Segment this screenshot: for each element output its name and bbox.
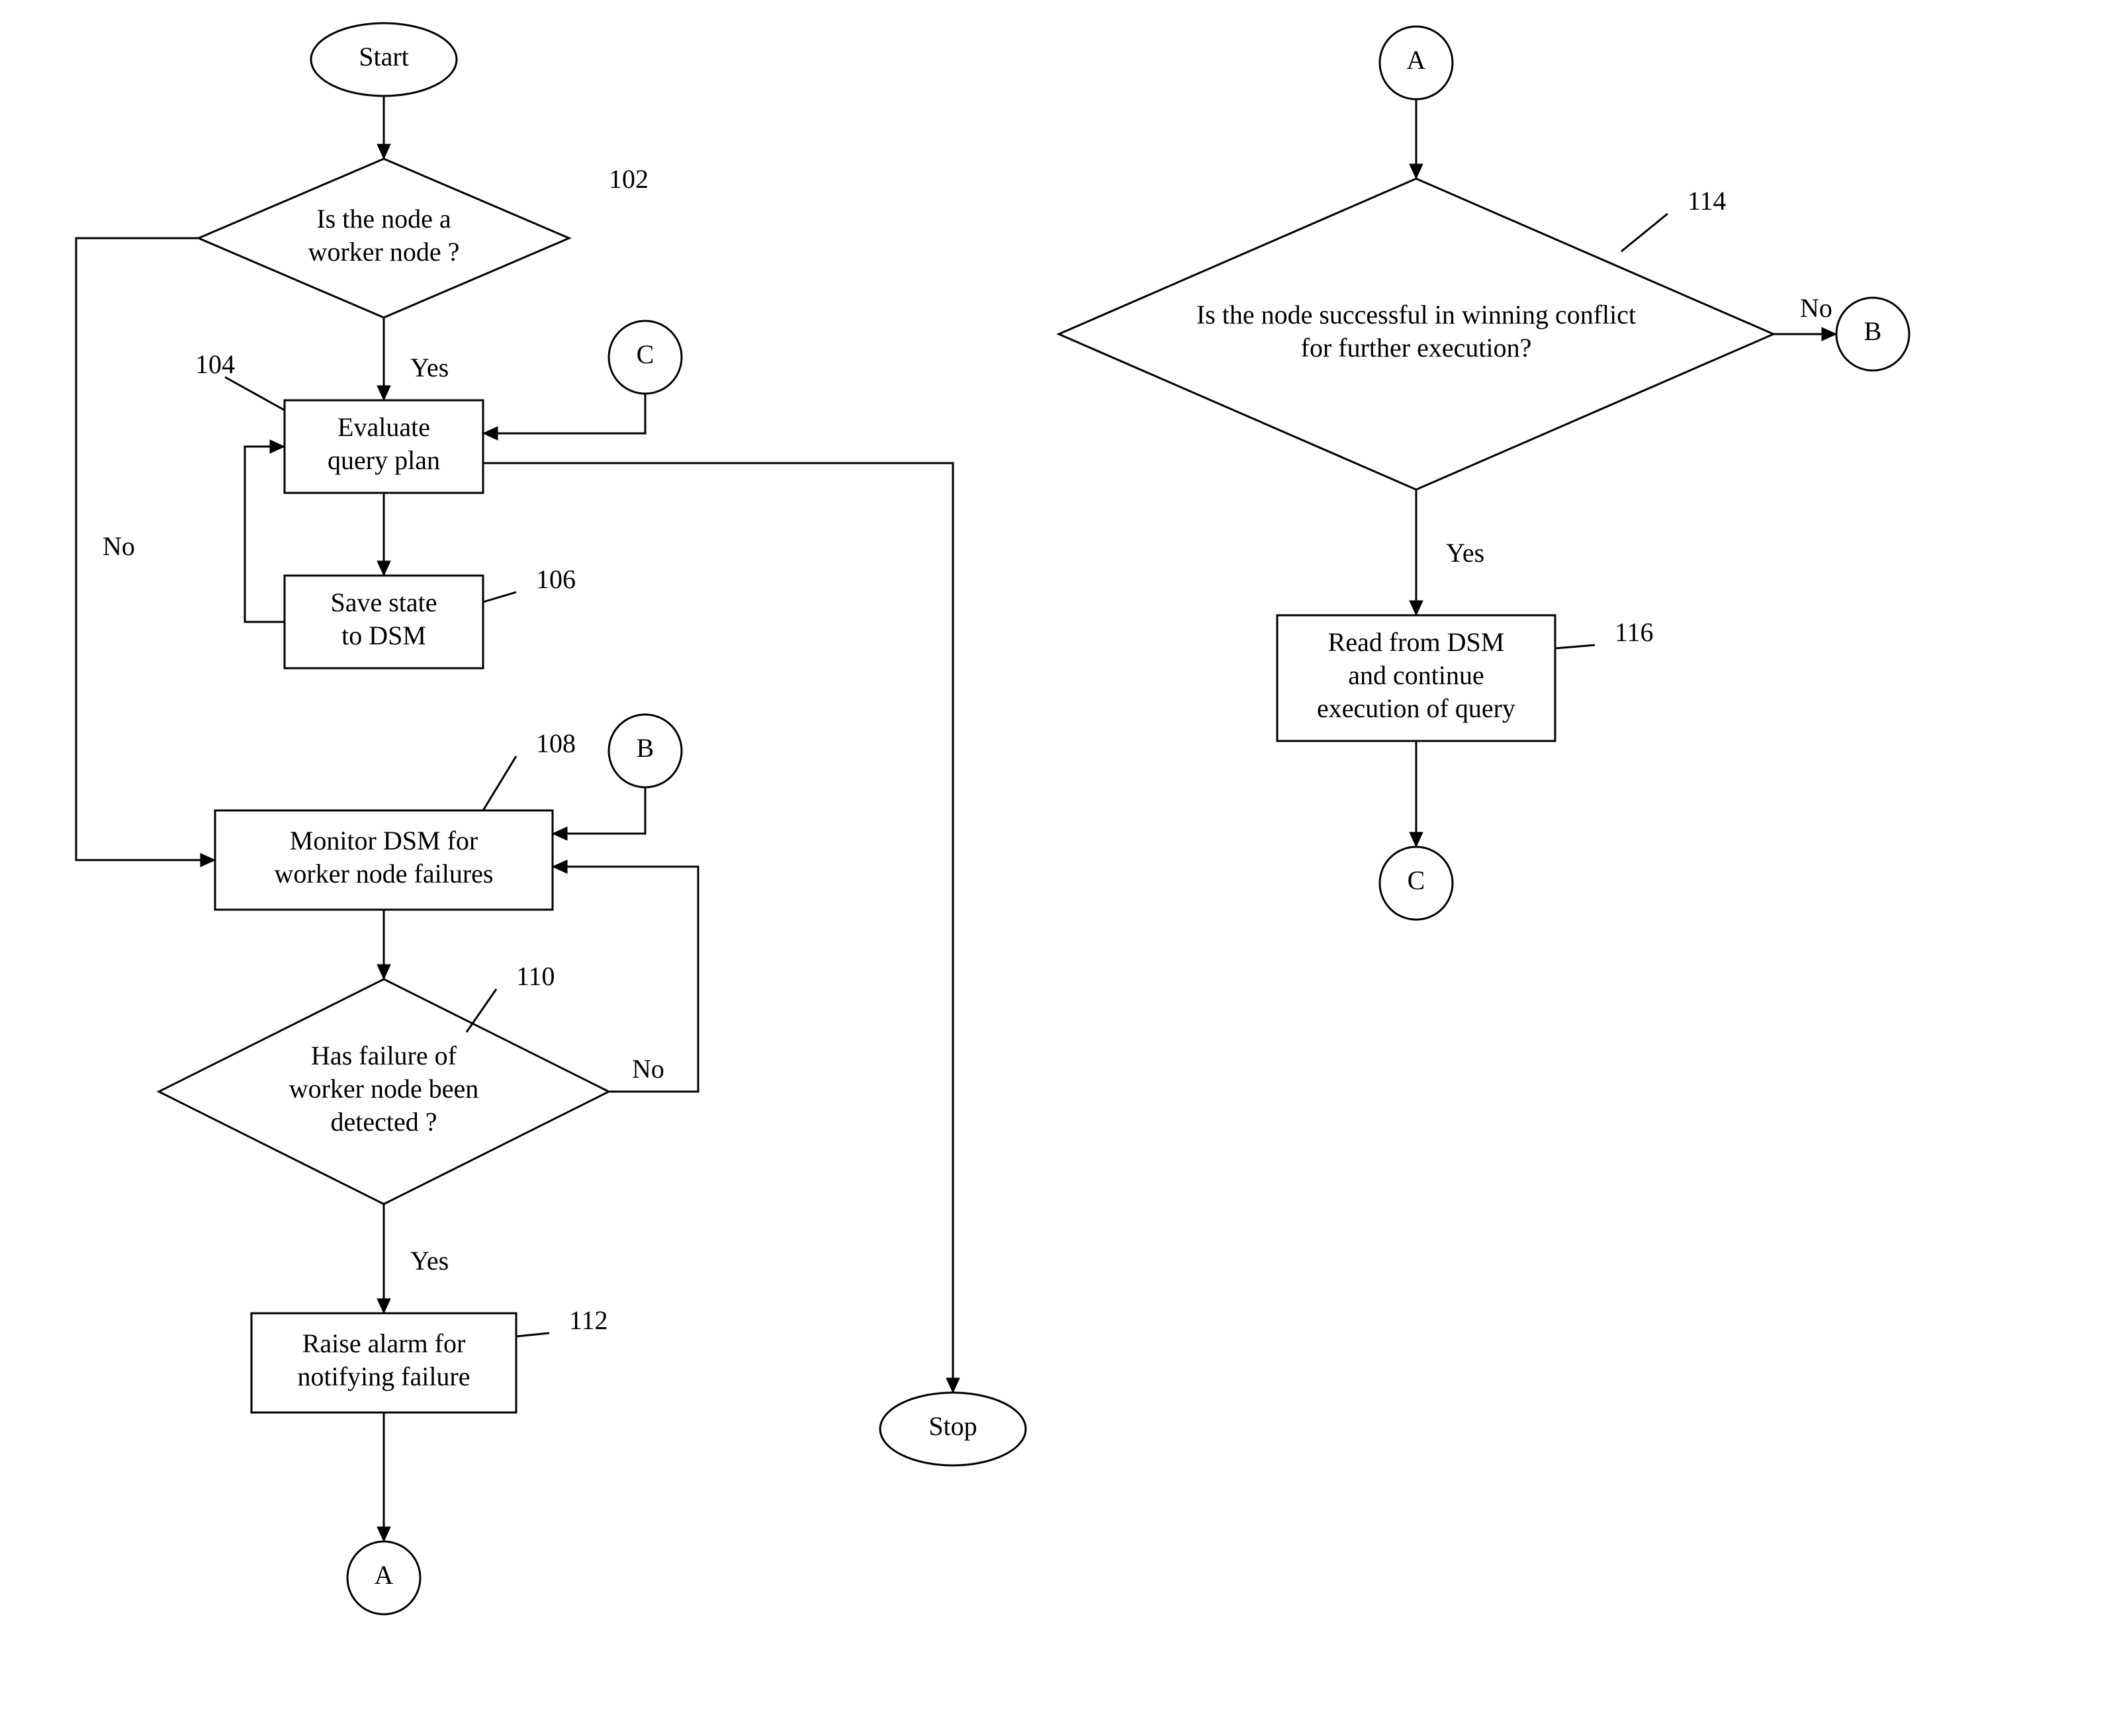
edge-d110_yes_to_p112: Yes — [377, 1204, 449, 1313]
edge-d114_no_to_connB: No — [1774, 293, 1836, 341]
ref-d102: 102 — [609, 164, 649, 194]
edge-d102_no_to_p108: No — [76, 238, 215, 867]
svg-text:Raise alarm for: Raise alarm for — [302, 1328, 466, 1358]
svg-text:worker node failures: worker node failures — [275, 859, 494, 889]
edge-label-d102_yes_to_p104: Yes — [410, 353, 449, 382]
node-d114: Is the node successful in winning confli… — [1059, 179, 1774, 490]
svg-text:execution of query: execution of query — [1317, 693, 1515, 723]
svg-text:B: B — [1864, 316, 1882, 346]
edge-p106_loop_to_p104 — [245, 440, 285, 622]
edge-connC_in_to_p104 — [483, 394, 645, 440]
ref-p104: 104 — [195, 349, 235, 379]
svg-text:Is the node successful in winn: Is the node successful in winning confli… — [1196, 300, 1636, 329]
svg-text:C: C — [1408, 865, 1425, 895]
node-connA2: A — [1380, 26, 1453, 99]
ref-p116: 116 — [1615, 617, 1654, 647]
svg-text:Monitor DSM for: Monitor DSM for — [290, 826, 478, 855]
edge-start_to_d102 — [377, 96, 390, 159]
edge-p116_to_connC — [1410, 741, 1423, 847]
svg-text:Stop: Stop — [928, 1411, 977, 1441]
edge-d110_no_to_p108: No — [553, 860, 698, 1092]
ref-lead-p104 — [225, 377, 285, 410]
svg-text:to DSM: to DSM — [341, 621, 426, 650]
node-connC_out: C — [1380, 847, 1453, 920]
svg-text:notifying failure: notifying failure — [297, 1362, 470, 1391]
ref-d110: 110 — [516, 961, 555, 991]
ref-d114: 114 — [1687, 186, 1727, 216]
node-connC_in: C — [609, 321, 682, 394]
edge-p104_to_stop — [483, 463, 960, 1393]
edge-p108_to_d110 — [377, 910, 390, 979]
svg-text:worker node ?: worker node ? — [308, 237, 460, 267]
ref-lead-p106 — [483, 592, 516, 602]
edge-d102_yes_to_p104: Yes — [377, 318, 449, 400]
edge-d114_yes_to_p116: Yes — [1410, 490, 1484, 615]
node-p112: Raise alarm for notifying failure 112 — [251, 1305, 608, 1412]
node-stop: Stop — [880, 1393, 1026, 1465]
edge-label-d114_yes_to_p116: Yes — [1446, 538, 1484, 568]
svg-text:query plan: query plan — [328, 445, 440, 475]
svg-text:Start: Start — [359, 42, 409, 71]
edge-p112_to_connA — [377, 1412, 390, 1541]
svg-text:B: B — [637, 733, 654, 763]
svg-text:A: A — [375, 1560, 394, 1590]
node-d110: Has failure of worker node beendetected ?… — [159, 961, 609, 1204]
node-p108: Monitor DSM for worker node failures 108 — [215, 728, 576, 910]
svg-text:detected ?: detected ? — [331, 1107, 437, 1137]
svg-text:worker node been: worker node been — [289, 1074, 479, 1104]
ref-p112: 112 — [569, 1305, 608, 1335]
svg-text:Has failure of: Has failure of — [311, 1041, 457, 1070]
svg-text:Evaluate: Evaluate — [337, 412, 430, 442]
node-start: Start — [311, 23, 457, 96]
edge-p104_to_p106 — [377, 493, 390, 576]
ref-lead-p116 — [1555, 645, 1595, 648]
svg-text:and continue: and continue — [1348, 660, 1484, 690]
edge-label-d110_no_to_p108: No — [632, 1054, 664, 1084]
node-connA: A — [347, 1541, 420, 1614]
ref-p106: 106 — [536, 564, 576, 594]
svg-text:A: A — [1407, 45, 1426, 75]
edge-label-d114_no_to_connB: No — [1800, 293, 1832, 323]
node-d102: Is the node aworker node ? 102 — [199, 159, 649, 318]
svg-text:C: C — [637, 339, 654, 369]
ref-lead-d110 — [467, 989, 496, 1032]
edge-connB_in_to_p108 — [553, 787, 645, 840]
ref-lead-p112 — [516, 1333, 549, 1336]
edge-label-d110_yes_to_p112: Yes — [410, 1246, 449, 1276]
ref-p108: 108 — [536, 728, 576, 758]
edge-label-d102_no_to_p108: No — [103, 531, 135, 561]
node-connB_in: B — [609, 715, 682, 787]
ref-lead-p108 — [483, 756, 516, 810]
svg-text:Read from DSM: Read from DSM — [1328, 627, 1505, 657]
node-connB_out: B — [1836, 298, 1909, 370]
svg-text:for further execution?: for further execution? — [1301, 333, 1532, 363]
svg-text:Is the node a: Is the node a — [316, 204, 451, 234]
edge-connA2_to_d114 — [1410, 99, 1423, 179]
ref-lead-d114 — [1621, 214, 1668, 251]
node-p106: Save state to DSM 106 — [285, 564, 576, 668]
node-p116: Read from DSMand continueexecution of qu… — [1277, 615, 1654, 741]
svg-text:Save state: Save state — [330, 587, 437, 617]
